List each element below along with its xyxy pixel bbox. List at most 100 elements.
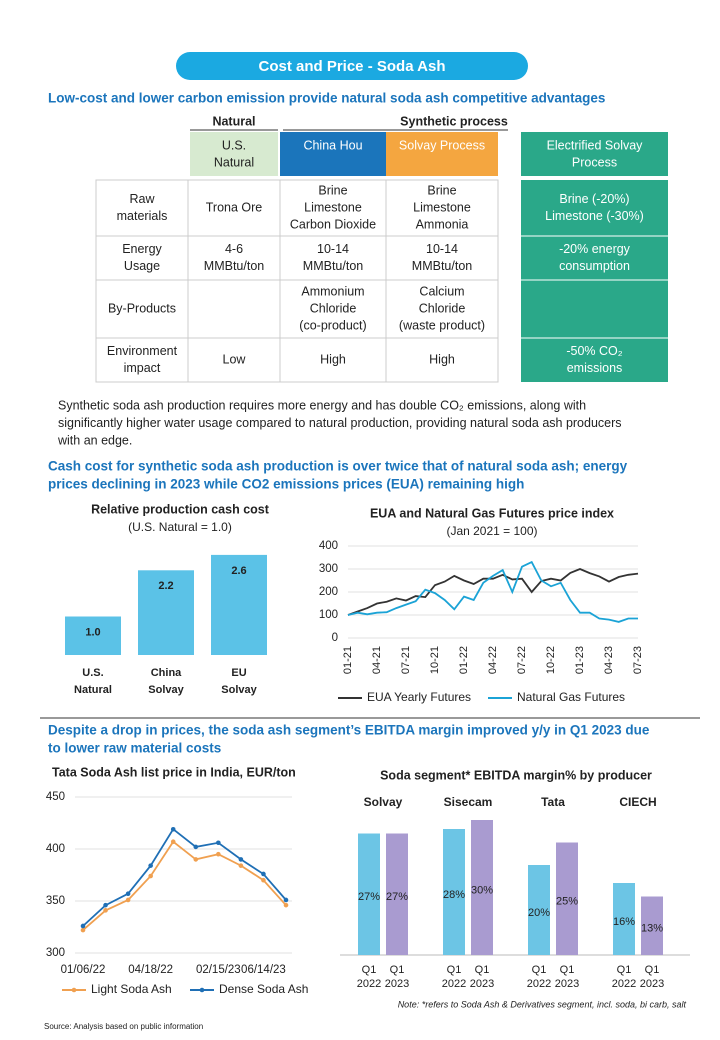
x-tick-label: Natural bbox=[74, 684, 112, 696]
point bbox=[216, 840, 221, 846]
point bbox=[80, 923, 86, 929]
point bbox=[170, 839, 176, 845]
value-label: 27% bbox=[386, 891, 408, 903]
value-label: 25% bbox=[556, 896, 578, 908]
point bbox=[148, 863, 153, 868]
legend-label: Dense Soda Ash bbox=[219, 982, 308, 996]
chart-title: Tata Soda Ash list price in India, EUR/t… bbox=[52, 765, 296, 779]
electrified-column bbox=[521, 180, 668, 382]
bar-label: 2022 bbox=[527, 978, 551, 990]
bar-label: 2022 bbox=[442, 978, 466, 990]
table-cell: MMBtu/ton bbox=[303, 259, 363, 273]
point bbox=[261, 871, 266, 877]
body-paragraph: significantly higher water usage compare… bbox=[58, 416, 622, 430]
section-heading: Cash cost for synthetic soda ash product… bbox=[48, 459, 628, 474]
point bbox=[125, 897, 131, 903]
legend-label: EUA Yearly Futures bbox=[367, 690, 471, 704]
bar-label: 2023 bbox=[640, 978, 664, 990]
legend-marker bbox=[71, 987, 77, 993]
bar bbox=[528, 865, 550, 955]
legend-marker bbox=[199, 987, 205, 993]
x-tick-label: Solvay bbox=[148, 684, 184, 696]
value-label: 16% bbox=[613, 916, 635, 928]
y-tick-label: 200 bbox=[319, 586, 338, 598]
x-tick-label: 01-21 bbox=[342, 646, 354, 674]
bar-label: Q1 bbox=[532, 964, 547, 976]
value-label: 30% bbox=[471, 884, 493, 896]
producer-label: Sisecam bbox=[444, 795, 493, 809]
x-tick-label: 01-23 bbox=[574, 646, 586, 674]
point bbox=[170, 826, 176, 832]
table-cell: emissions bbox=[567, 361, 623, 375]
column-header: Process bbox=[572, 155, 617, 169]
body-paragraph: with an edge. bbox=[57, 433, 132, 447]
bar bbox=[386, 833, 408, 955]
point bbox=[261, 877, 266, 883]
section-heading: prices declining in 2023 while CO2 emiss… bbox=[48, 477, 524, 492]
bar bbox=[471, 820, 493, 955]
point bbox=[216, 851, 221, 857]
bar-label: Q1 bbox=[447, 964, 462, 976]
table-cell: (waste product) bbox=[399, 318, 485, 332]
table-cell: Limestone bbox=[413, 200, 471, 214]
column-header-cell bbox=[386, 132, 498, 176]
bar-label: Q1 bbox=[362, 964, 377, 976]
point bbox=[238, 857, 244, 862]
point bbox=[80, 927, 86, 933]
bar-label: Q1 bbox=[390, 964, 405, 976]
point bbox=[193, 844, 199, 850]
section-heading: Despite a drop in prices, the soda ash s… bbox=[48, 723, 650, 738]
point bbox=[103, 908, 108, 913]
x-tick-label: 04-21 bbox=[371, 646, 383, 674]
bar-label: Q1 bbox=[560, 964, 575, 976]
row-label: Usage bbox=[124, 259, 160, 273]
column-header: Electrified Solvay bbox=[547, 138, 644, 152]
bar bbox=[358, 833, 380, 955]
producer-label: Solvay bbox=[364, 795, 403, 809]
bar bbox=[65, 616, 121, 655]
bar-label: 2023 bbox=[470, 978, 494, 990]
row-label: Raw bbox=[129, 192, 155, 206]
table-cell: Brine (-20%) bbox=[559, 192, 629, 206]
group-header: Natural bbox=[212, 114, 255, 128]
table-cell: -50% CO₂ bbox=[566, 344, 622, 358]
chart-subtitle: (Jan 2021 = 100) bbox=[446, 524, 537, 538]
y-tick-label: 300 bbox=[46, 947, 65, 959]
source-note: Source: Analysis based on public informa… bbox=[44, 1022, 203, 1031]
chart-title: Relative production cash cost bbox=[91, 502, 270, 516]
table-cell: -20% energy bbox=[559, 242, 631, 256]
y-tick-label: 350 bbox=[46, 895, 65, 907]
column-header: Natural bbox=[214, 155, 254, 169]
x-tick-label: 01/06/22 bbox=[61, 964, 106, 976]
point bbox=[238, 863, 244, 868]
table-cell: Ammonium bbox=[301, 284, 364, 298]
table-cell: Calcium bbox=[419, 284, 464, 298]
x-tick-label: China bbox=[151, 667, 182, 679]
table-cell: consumption bbox=[559, 259, 630, 273]
bar-label: Q1 bbox=[475, 964, 490, 976]
legend-label: Light Soda Ash bbox=[91, 982, 172, 996]
producer-label: CIECH bbox=[619, 795, 656, 809]
y-tick-label: 100 bbox=[319, 609, 338, 621]
table-cell: 10-14 bbox=[426, 242, 458, 256]
x-tick-label: 01-22 bbox=[458, 646, 470, 674]
table-cell: Ammonia bbox=[416, 217, 469, 231]
table-cell: MMBtu/ton bbox=[412, 259, 472, 273]
table-cell: High bbox=[320, 352, 346, 366]
value-label: 2.2 bbox=[158, 580, 173, 592]
point bbox=[283, 902, 289, 908]
table-cell: Chloride bbox=[310, 301, 357, 315]
x-tick-label: 07-22 bbox=[516, 646, 528, 674]
table-frame bbox=[95, 179, 499, 383]
series-line bbox=[82, 840, 287, 931]
title-pill bbox=[176, 52, 528, 80]
bar bbox=[443, 829, 465, 955]
table-cell: Carbon Dioxide bbox=[290, 217, 376, 231]
x-tick-label: 02/15/23 bbox=[196, 964, 241, 976]
y-tick-label: 0 bbox=[332, 632, 338, 644]
x-tick-label: Solvay bbox=[221, 684, 257, 696]
table-cell: 4-6 bbox=[225, 242, 243, 256]
point bbox=[283, 897, 289, 903]
bar-label: 2023 bbox=[555, 978, 579, 990]
